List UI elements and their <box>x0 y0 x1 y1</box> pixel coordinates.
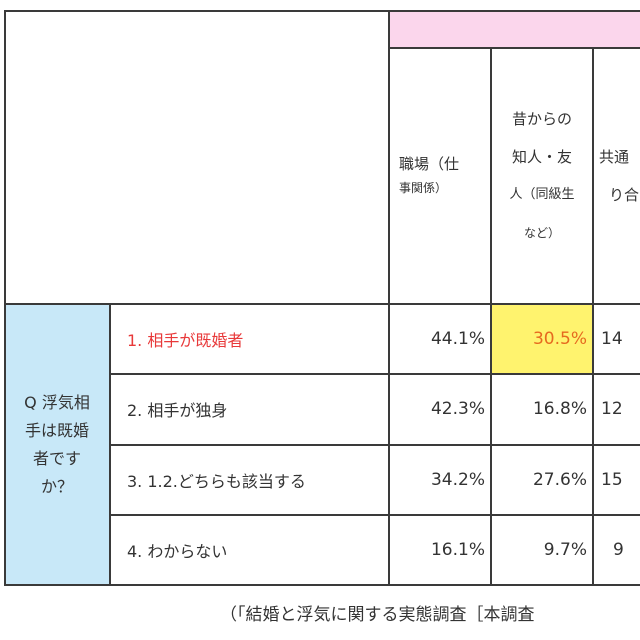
table-cell: 27.6% <box>532 470 587 490</box>
table-cell: 14 <box>601 329 623 349</box>
table-cell: 12 <box>601 399 623 419</box>
column-header-mutual-acquaintance: 共通 り合 <box>593 48 640 304</box>
table-cell: 9 <box>613 540 624 560</box>
table-cell: 44.1% <box>430 329 485 349</box>
column-header-workplace: 職場（仕 事関係） <box>389 48 491 304</box>
grid-line <box>109 304 111 586</box>
grid-line <box>389 47 640 49</box>
column-header-line: 知人・友 <box>511 148 572 166</box>
grid-line <box>110 444 640 446</box>
question-text: Q 浮気相 <box>24 392 90 412</box>
grid-line <box>110 373 640 375</box>
table-cell: 42.3% <box>430 399 485 419</box>
column-header-line: など） <box>523 226 560 240</box>
grid-line <box>490 48 492 586</box>
highlighted-cell-bg <box>491 304 593 374</box>
question-text: 手は既婚 <box>24 420 89 440</box>
question-text: か？ <box>40 476 73 496</box>
row-label-both: 3. 1.2.どちらも該当する <box>127 472 306 491</box>
question-cell: Q 浮気相 手は既婚 者です か？ <box>4 304 110 585</box>
grid-line <box>4 10 640 12</box>
column-header-line: 共通 <box>599 148 630 166</box>
grid-line <box>4 584 640 586</box>
table-cell: 15 <box>601 470 623 490</box>
grid-line <box>4 10 6 586</box>
question-cell-bg <box>4 304 110 585</box>
grid-line <box>4 303 640 305</box>
column-header-line: 昔からの <box>511 110 572 128</box>
table-cell: 16.1% <box>430 540 485 560</box>
grid-line <box>110 514 640 516</box>
table-cell: 9.7% <box>543 540 587 560</box>
row-label-married: 1. 相手が既婚者 <box>127 331 244 350</box>
column-header-line: 事関係） <box>399 181 448 195</box>
table-cell: 34.2% <box>430 470 485 490</box>
column-header-line: 職場（仕 <box>399 155 460 173</box>
column-header-line: り合 <box>609 186 640 204</box>
grid-line <box>388 10 390 586</box>
row-label-unknown: 4. わからない <box>127 542 228 561</box>
table-cell-highlighted: 30.5% <box>532 329 587 349</box>
column-header-old-friends: 昔からの 知人・友 人（同級生 など） <box>491 48 593 304</box>
row-label-single: 2. 相手が独身 <box>127 401 228 420</box>
table-cell: 16.8% <box>532 399 587 419</box>
question-text: 者です <box>32 448 81 468</box>
grid-line <box>592 48 594 586</box>
header-category-band <box>389 10 640 48</box>
column-header-line: 人（同級生 <box>509 187 575 202</box>
source-caption: （「結婚と浮気に関する実態調査［本調査 <box>220 605 535 625</box>
